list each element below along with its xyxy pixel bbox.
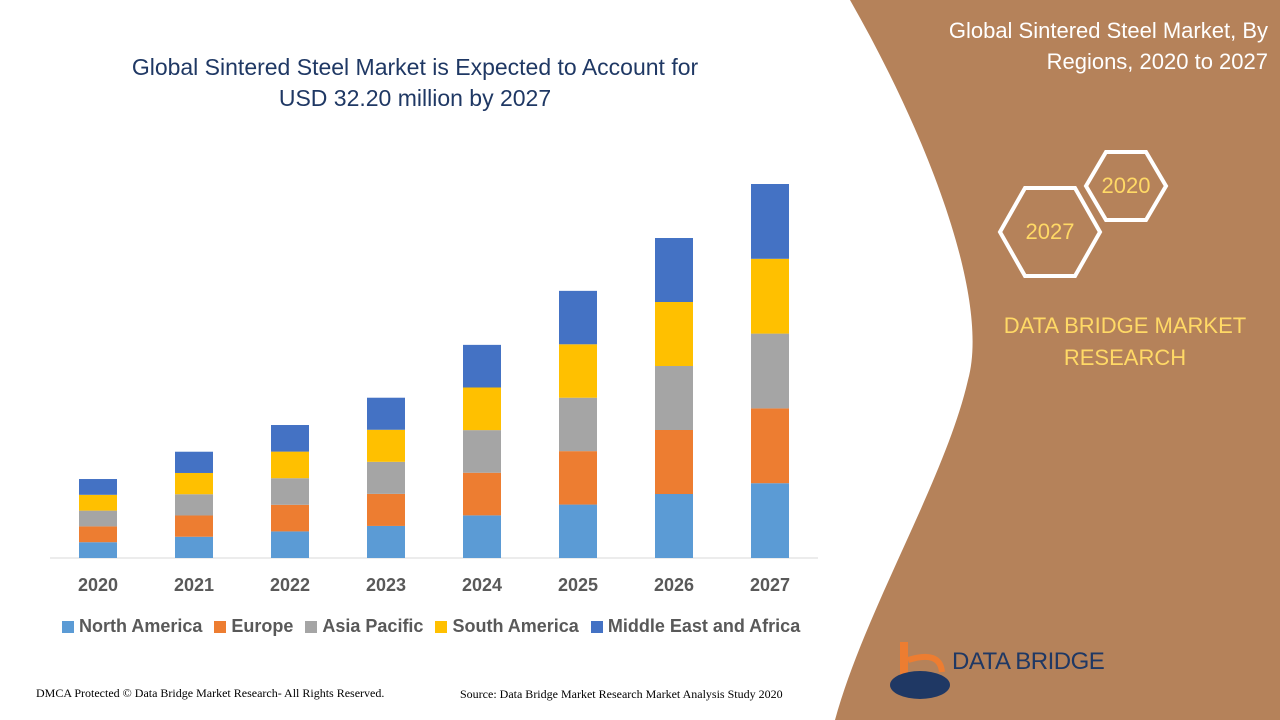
bar-segment: [271, 504, 309, 532]
x-tick-label: 2027: [750, 575, 790, 595]
bar-segment: [751, 408, 789, 484]
bar-segment: [175, 494, 213, 516]
bar-segment: [751, 258, 789, 334]
legend-swatch: [590, 620, 603, 633]
bar-segment: [367, 461, 405, 494]
legend-label: Europe: [231, 616, 294, 636]
legend-label: Middle East and Africa: [607, 616, 801, 636]
legend-swatch: [435, 620, 448, 633]
copyright: DMCA Protected © Data Bridge Market Rese…: [36, 686, 385, 700]
chart-title: Global Sintered Steel Market is Expected…: [131, 54, 699, 111]
legend-item: Middle East and Africa: [590, 616, 801, 637]
bar-segment: [271, 451, 309, 479]
legend-label: Asia Pacific: [322, 616, 424, 636]
x-tick-label: 2022: [270, 575, 310, 595]
bar-segment: [367, 397, 405, 430]
legend-swatch: [305, 620, 318, 633]
brand: DATA BRIDGE MARKET RESEARCH: [1003, 313, 1247, 370]
bar-segment: [559, 504, 597, 558]
hex-label: 2027: [1026, 219, 1075, 244]
bar-segment: [367, 525, 405, 558]
legend-item: Europe: [214, 616, 293, 637]
bar-segment: [751, 483, 789, 558]
x-tick-label: 2020: [78, 575, 118, 595]
bar-segment: [367, 493, 405, 526]
hexagon: [1083, 150, 1169, 222]
bar-segment: [559, 397, 597, 452]
bar-segment: [79, 510, 117, 527]
legend-label: South America: [452, 616, 579, 636]
bar-segment: [175, 515, 213, 537]
bar-segment: [463, 344, 501, 388]
legend-item: South America: [435, 616, 579, 637]
x-tick-label: 2024: [462, 575, 502, 595]
bar-segment: [79, 526, 117, 543]
legend-label: North America: [79, 616, 203, 636]
legend: North America Europe Asia Pacific South Ame…: [62, 616, 800, 637]
bar-segment: [271, 425, 309, 452]
bar-segment: [79, 479, 117, 495]
bar-segment: [271, 531, 309, 558]
side-panel-bg: [835, 0, 1280, 720]
bar-segment: [559, 451, 597, 505]
bar-segment: [175, 536, 213, 558]
x-tick-label: 2021: [174, 575, 214, 595]
bar-segment: [655, 238, 693, 303]
bar-segment: [367, 429, 405, 462]
x-tick-label: 2023: [366, 575, 406, 595]
bar-segment: [271, 478, 309, 505]
x-tick-label: 2025: [558, 575, 598, 595]
bar-segment: [175, 451, 213, 473]
bar-segment: [751, 333, 789, 409]
bar-segment: [655, 366, 693, 431]
legend-item: North America: [62, 616, 202, 637]
hexagon: [997, 186, 1103, 278]
bar-segment: [655, 430, 693, 495]
bar-segment: [79, 542, 117, 558]
bar-segment: [751, 184, 789, 259]
side-title: Global Sintered Steel Market, By Regions…: [948, 18, 1268, 74]
legend-item: Asia Pacific: [305, 616, 423, 637]
logo-mark: [890, 642, 950, 699]
bar-segment: [463, 515, 501, 558]
bar-segment: [463, 430, 501, 473]
legend-swatch: [62, 620, 74, 633]
logo-text: DATA BRIDGE: [952, 648, 1105, 675]
legend-swatch: [214, 620, 227, 633]
bar-segment: [559, 290, 597, 345]
bar-segment: [559, 344, 597, 398]
bar-segment: [79, 494, 117, 511]
hex-label: 2020: [1102, 173, 1151, 198]
bar-segment: [463, 387, 501, 431]
source: Source: Data Bridge Market Research Mark…: [460, 687, 783, 701]
bar-segment: [655, 494, 693, 558]
x-tick-label: 2026: [654, 575, 694, 595]
bar-segment: [463, 472, 501, 516]
bar-segment: [175, 472, 213, 495]
bar-segment: [655, 302, 693, 367]
